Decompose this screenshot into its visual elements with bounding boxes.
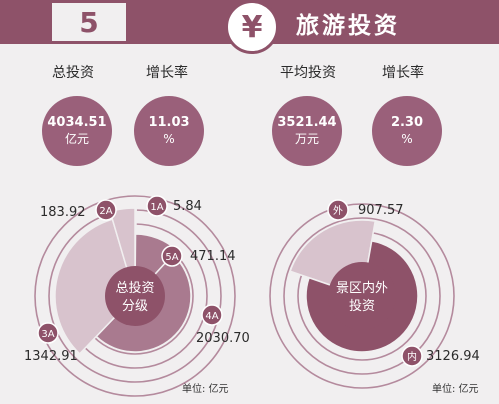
center-label-line2: 投资 <box>349 298 375 314</box>
chart-ring <box>34 195 236 397</box>
badge-5A: 5A <box>161 245 183 267</box>
center-disc <box>105 266 165 326</box>
badge-circle <box>327 199 349 221</box>
center-label-line1: 总投资 <box>115 280 154 296</box>
badge-circle <box>161 245 183 267</box>
badge-text: 1A <box>150 202 163 213</box>
center-label-line2: 分级 <box>122 299 148 314</box>
stat-label-total: 总投资 <box>52 65 94 81</box>
badge-text: 外 <box>333 205 343 217</box>
value-label-5A: 471.14 <box>190 249 236 264</box>
center-label-line1: 景区内外 <box>336 280 388 296</box>
badge-3A: 3A <box>37 322 59 344</box>
badge-1A: 1A <box>146 195 168 217</box>
value-label-内: 3126.94 <box>426 349 480 364</box>
stat-label-growth-1: 增长率 <box>146 65 188 81</box>
stat-bubble-average: 3521.44 万元 <box>272 96 342 166</box>
badge-text: 2A <box>99 206 112 217</box>
badge-text: 4A <box>205 311 218 322</box>
stat-value: 2.30 <box>390 115 424 130</box>
slice-3A <box>54 218 136 355</box>
stat-bubble-growth-1: 11.03 % <box>134 96 204 166</box>
stat-unit: 亿元 <box>64 132 89 146</box>
stat-value: 3521.44 <box>277 115 337 130</box>
badge-4A: 4A <box>201 304 223 326</box>
unit-note-left: 单位: 亿元 <box>182 384 229 395</box>
badge-text: 内 <box>407 350 417 363</box>
badge-circle <box>146 195 168 217</box>
value-label-3A: 1342.91 <box>24 349 78 364</box>
yen-icon: ¥ <box>225 0 279 54</box>
stat-value: 4034.51 <box>47 115 107 130</box>
badge-内: 内 <box>401 345 423 367</box>
section-number: 5 <box>52 3 126 41</box>
stat-unit: 万元 <box>294 132 319 146</box>
chart-ring <box>269 203 455 389</box>
badge-外: 外 <box>327 199 349 221</box>
badge-text: 3A <box>41 329 54 340</box>
value-label-1A: 5.84 <box>173 199 202 214</box>
value-label-外: 907.57 <box>358 203 404 218</box>
stat-bubble-growth-2: 2.30 % <box>372 96 442 166</box>
value-label-2A: 183.92 <box>40 205 86 220</box>
badge-circle <box>37 322 59 344</box>
stat-value: 11.03 <box>148 115 190 130</box>
stat-label-average: 平均投资 <box>280 65 336 81</box>
stat-label-growth-2: 增长率 <box>382 65 424 81</box>
value-label-4A: 2030.70 <box>196 331 250 346</box>
chart-ring <box>283 217 441 375</box>
page-title: 旅游投资 <box>296 13 400 39</box>
stat-bubble-total: 4034.51 亿元 <box>42 96 112 166</box>
stat-unit: % <box>401 132 413 146</box>
unit-note-right: 单位: 亿元 <box>432 384 479 395</box>
badge-text: 5A <box>165 252 178 263</box>
badge-circle <box>201 304 223 326</box>
badge-2A: 2A <box>95 199 117 221</box>
stat-unit: % <box>163 132 175 146</box>
center-disc <box>328 262 396 330</box>
badge-circle <box>95 199 117 221</box>
badge-circle <box>401 345 423 367</box>
